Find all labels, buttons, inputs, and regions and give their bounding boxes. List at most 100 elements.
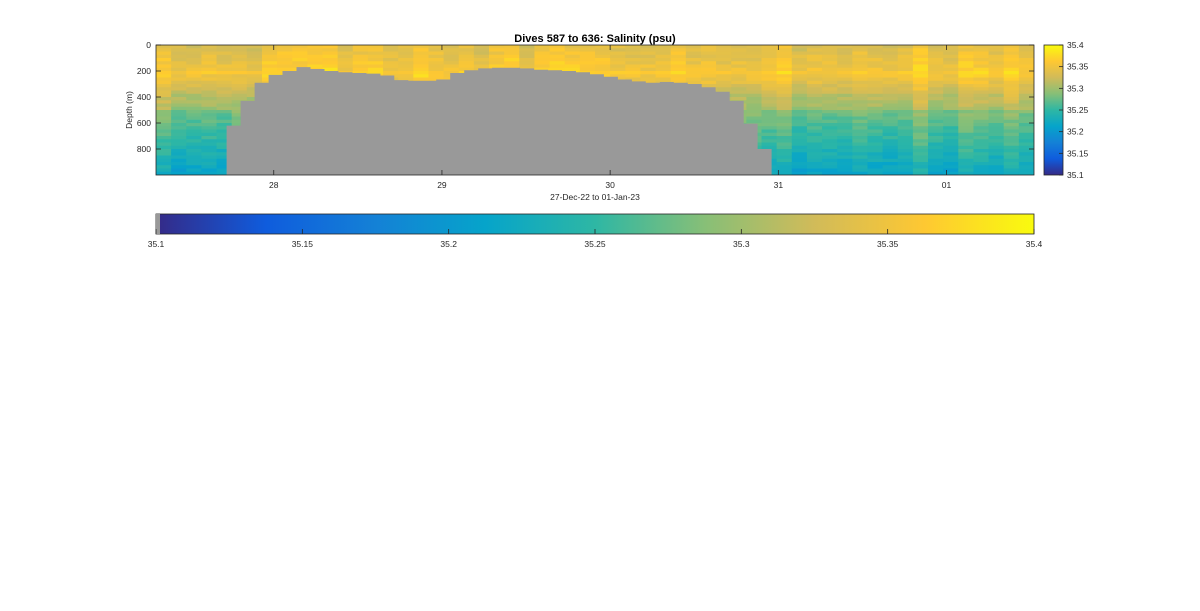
salinity-cell [882,80,899,85]
salinity-cell [216,80,233,85]
salinity-cell [822,64,838,69]
salinity-cell [261,58,278,62]
salinity-cell [837,116,853,121]
salinity-cell [519,45,536,49]
salinity-cell [867,158,884,163]
salinity-cell [837,162,853,166]
salinity-cell [837,71,853,75]
salinity-cell [988,45,1005,49]
salinity-cell [867,165,884,170]
salinity-cell [791,67,808,72]
salinity-cell [731,74,747,79]
salinity-cell [473,54,490,59]
salinity-cell [398,54,414,59]
salinity-cell [791,110,808,114]
salinity-cell [837,77,853,82]
salinity-cell [231,67,248,72]
salinity-cell [186,152,203,157]
salinity-cell [398,45,414,49]
salinity-cell [852,90,869,95]
salinity-cell [973,48,990,53]
salinity-cell [1018,103,1034,108]
salinity-cell [882,142,899,147]
salinity-cell [1018,48,1034,53]
salinity-cell [261,67,278,72]
y-tick-label: 600 [137,118,151,128]
salinity-cell [216,123,233,127]
salinity-cell [897,48,914,53]
salinity-cell [928,90,944,95]
salinity-cell [1018,80,1034,85]
salinity-cell [307,54,324,59]
salinity-cell [322,58,339,62]
salinity-cell [731,80,747,85]
salinity-cell [776,162,793,166]
salinity-cell [337,61,354,66]
salinity-cell [1003,158,1020,163]
salinity-cell [171,165,187,170]
salinity-cell [852,129,869,134]
salinity-cell [791,90,808,95]
salinity-cell [367,51,384,56]
salinity-cell [504,58,520,62]
salinity-cell [625,67,642,72]
salinity-cell [943,87,959,92]
salinity-cell [943,142,959,147]
salinity-cell [867,87,884,92]
salinity-cell [806,67,823,72]
salinity-cell [746,84,763,88]
salinity-cell [700,51,717,56]
salinity-cell [201,97,218,101]
salinity-cell [171,132,187,137]
salinity-cell [882,58,899,62]
salinity-cell [852,145,869,150]
salinity-cell [201,142,218,147]
salinity-cell [352,58,369,62]
salinity-cell [761,51,778,56]
salinity-cell [852,97,869,101]
salinity-cell [398,61,414,66]
salinity-cell [746,64,763,69]
salinity-cell [322,45,339,49]
salinity-cell [685,51,702,56]
salinity-cell [337,67,354,72]
salinity-cell [731,51,747,56]
salinity-cell [458,67,475,72]
salinity-cell [806,45,823,49]
salinity-cell [171,119,187,124]
salinity-cell [806,87,823,92]
salinity-cell [776,97,793,101]
salinity-cell [1018,126,1034,131]
salinity-cell [1003,162,1020,166]
salinity-cell [867,149,884,153]
salinity-cell [776,171,793,175]
salinity-cell [731,97,747,101]
salinity-cell [897,123,914,127]
salinity-cell [186,74,203,79]
salinity-cell [156,145,172,150]
salinity-cell [761,80,778,85]
salinity-cell [776,87,793,92]
salinity-cell [988,139,1005,144]
salinity-cell [958,155,975,160]
salinity-cell [928,129,944,134]
salinity-cell [246,71,263,75]
salinity-cell [852,171,869,175]
salinity-cell [398,71,414,75]
salinity-cell [292,61,308,66]
salinity-cell [973,126,990,131]
salinity-cell [897,113,914,118]
salinity-cell [973,119,990,124]
salinity-cell [928,162,944,166]
salinity-cell [958,168,975,173]
salinity-cell [201,100,218,105]
salinity-cell [504,64,520,69]
salinity-cell [912,58,929,62]
salinity-cell [928,51,944,56]
salinity-cell [973,123,990,127]
salinity-cell [806,162,823,166]
salinity-cell [897,162,914,166]
salinity-cell [398,51,414,56]
salinity-cell [1018,142,1034,147]
salinity-cell [383,48,399,53]
